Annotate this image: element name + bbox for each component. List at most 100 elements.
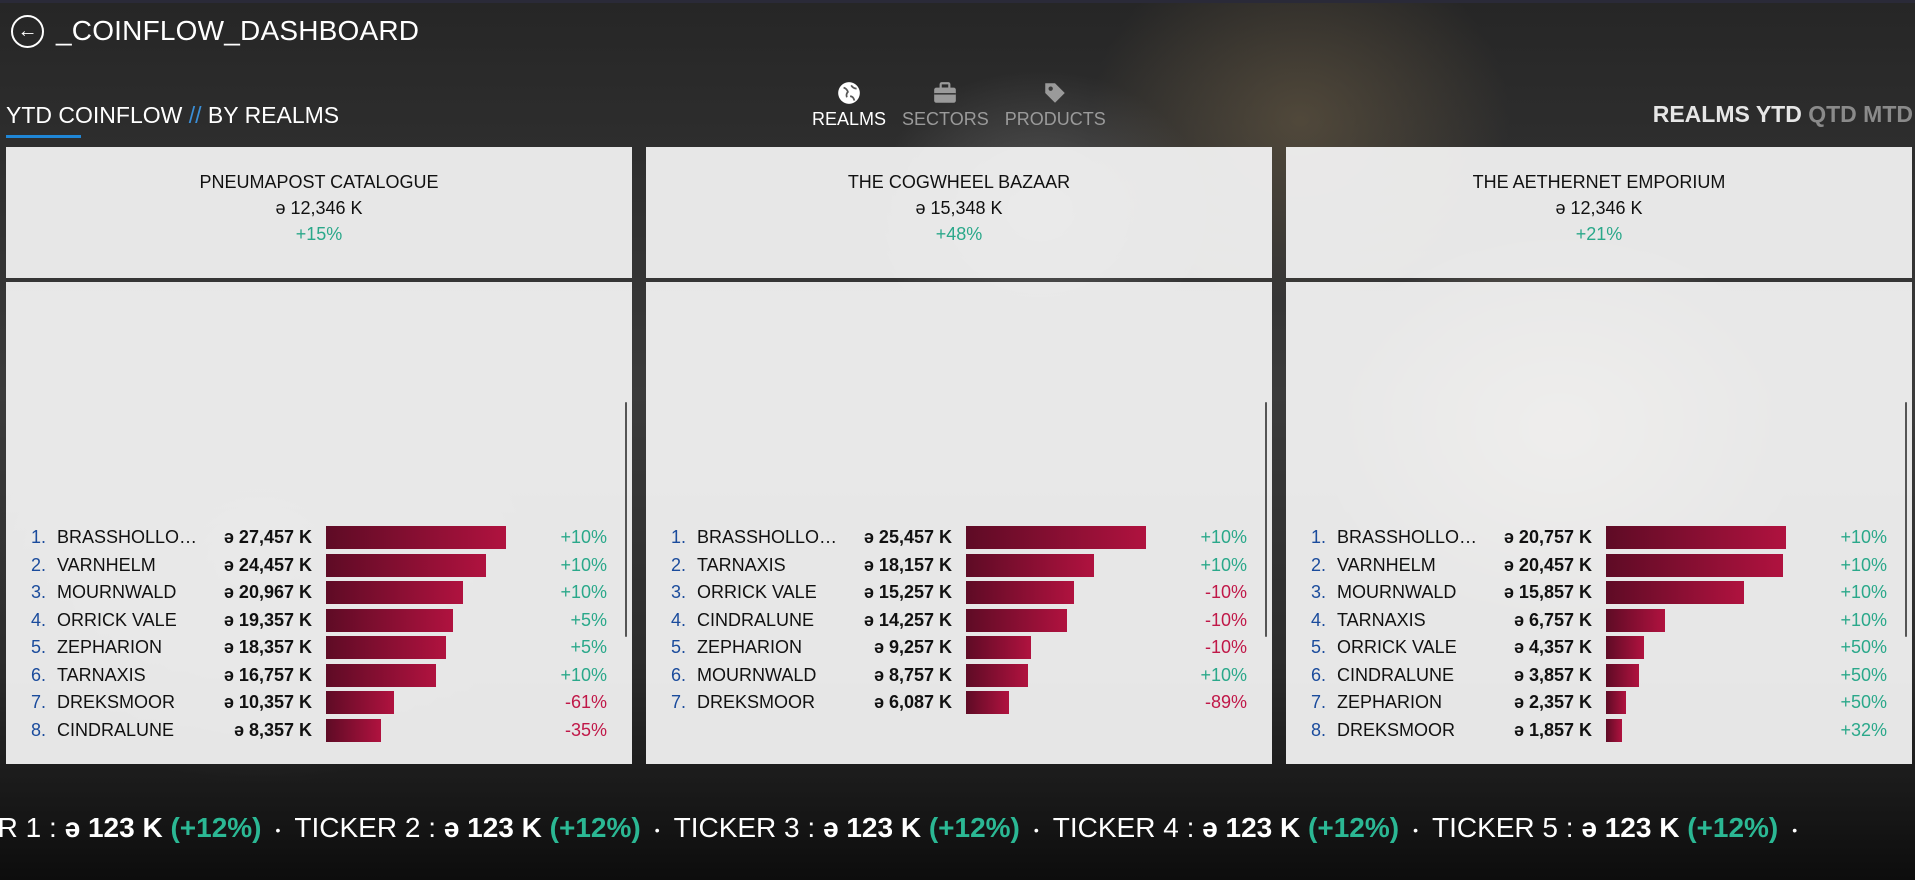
realm-panel: THE AETHERNET EMPORIUM ə 12,346 K +21% 1. BR…	[1286, 147, 1912, 764]
row-bar	[326, 664, 436, 687]
ranking-row[interactable]: 6. CINDRALUNE ə 3,857 K +50%	[1286, 663, 1912, 690]
arrow-left-icon: ←	[17, 20, 38, 42]
ranking-row[interactable]: 3. MOURNWALD ə 20,967 K +10%	[6, 580, 632, 607]
ranking-row[interactable]: 2. TARNAXIS ə 18,157 K +10%	[646, 553, 1272, 580]
tab-realms[interactable]: REALMS	[812, 80, 886, 130]
row-rank: 4.	[31, 610, 47, 630]
period-ytd[interactable]: YTD	[1755, 101, 1802, 127]
row-name: MOURNWALD	[1337, 582, 1457, 602]
row-rank: 2.	[671, 555, 687, 575]
panel-title: THE COGWHEEL BAZAAR	[847, 172, 1071, 192]
row-name: MOURNWALD	[57, 582, 177, 602]
ranking-row[interactable]: 3. MOURNWALD ə 15,857 K +10%	[1286, 580, 1912, 607]
row-change: -89%	[1204, 692, 1247, 712]
row-change: +50%	[1840, 665, 1887, 685]
row-bar	[966, 609, 1067, 632]
briefcase-icon	[934, 82, 957, 103]
row-name: CINDRALUNE	[697, 610, 815, 630]
ranking-row[interactable]: 3. ORRICK VALE ə 15,257 K -10%	[646, 580, 1272, 607]
ranking-row[interactable]: 5. ORRICK VALE ə 4,357 K +50%	[1286, 635, 1912, 662]
ranking-row[interactable]: 6. TARNAXIS ə 16,757 K +10%	[6, 663, 632, 690]
ticker-item: ER 1 : ə 123 K (+12%) •	[0, 812, 294, 844]
list-scrollbar[interactable]	[625, 402, 627, 637]
panel-title: PNEUMAPOST CATALOGUE	[199, 172, 439, 192]
period-selector: REALMS YTD QTD MTD	[1653, 101, 1913, 128]
ticker-item: TICKER 5 : ə 123 K (+12%) •	[1432, 812, 1811, 844]
panel-header[interactable]: THE COGWHEEL BAZAAR ə 15,348 K +48%	[646, 147, 1272, 278]
row-change: +50%	[1840, 692, 1887, 712]
row-value: ə 19,357 K	[223, 610, 312, 630]
list-scrollbar[interactable]	[1265, 402, 1267, 637]
subtitle-metric: YTD COINFLOW	[6, 102, 183, 128]
panel-ranking-list: 1. BRASSHOLLO… ə 27,457 K +10% 2. VARNHELM ə 2…	[6, 282, 632, 764]
row-name: DREKSMOOR	[57, 692, 176, 712]
panel-change: +21%	[1575, 224, 1623, 244]
top-edge-line	[0, 0, 1915, 3]
row-bar	[326, 719, 381, 742]
row-bar	[326, 581, 463, 604]
row-rank: 3.	[1311, 582, 1327, 602]
period-dimension-label: REALMS	[1652, 101, 1750, 127]
row-change: +10%	[560, 555, 607, 575]
row-name: CINDRALUNE	[1337, 665, 1455, 685]
ranking-row[interactable]: 4. CINDRALUNE ə 14,257 K -10%	[646, 608, 1272, 635]
row-rank: 1.	[31, 527, 47, 547]
list-scrollbar[interactable]	[1905, 402, 1907, 637]
row-bar	[966, 581, 1074, 604]
ranking-row[interactable]: 2. VARNHELM ə 24,457 K +10%	[6, 553, 632, 580]
panel-header[interactable]: PNEUMAPOST CATALOGUE ə 12,346 K +15%	[6, 147, 632, 278]
row-rank: 8.	[1311, 720, 1327, 740]
row-name: DREKSMOOR	[1337, 720, 1456, 740]
ranking-row[interactable]: 1. BRASSHOLLO… ə 20,757 K +10%	[1286, 525, 1912, 552]
row-bar	[326, 636, 446, 659]
row-value: ə 27,457 K	[223, 527, 312, 547]
row-change: -10%	[1204, 610, 1247, 630]
panel-ranking-list: 1. BRASSHOLLO… ə 20,757 K +10% 2. VARNHELM ə 2…	[1286, 282, 1912, 764]
ticker-change: (+12%)	[1308, 812, 1400, 843]
ticker-change: (+12%)	[928, 812, 1020, 843]
ticker-label: TICKER 3 :	[673, 812, 816, 843]
panel-total: ə 12,346 K	[275, 198, 363, 218]
ranking-row[interactable]: 7. DREKSMOOR ə 10,357 K -61%	[6, 690, 632, 717]
row-change: -10%	[1204, 637, 1247, 657]
row-bar	[1606, 554, 1783, 577]
row-change: +10%	[560, 527, 607, 547]
ranking-row[interactable]: 7. ZEPHARION ə 2,357 K +50%	[1286, 690, 1912, 717]
ticker-value: ə 123 K	[1202, 812, 1301, 843]
period-qtd[interactable]: QTD	[1808, 101, 1857, 127]
ranking-row[interactable]: 5. ZEPHARION ə 18,357 K +5%	[6, 635, 632, 662]
ranking-row[interactable]: 2. VARNHELM ə 20,457 K +10%	[1286, 553, 1912, 580]
ranking-row[interactable]: 8. DREKSMOOR ə 1,857 K +32%	[1286, 718, 1912, 745]
ranking-row[interactable]: 4. TARNAXIS ə 6,757 K +10%	[1286, 608, 1912, 635]
ticker-item: TICKER 2 : ə 123 K (+12%) •	[294, 812, 673, 844]
panel-header[interactable]: THE AETHERNET EMPORIUM ə 12,346 K +21%	[1286, 147, 1912, 278]
ranking-row[interactable]: 8. CINDRALUNE ə 8,357 K -35%	[6, 718, 632, 745]
ranking-row[interactable]: 1. BRASSHOLLO… ə 25,457 K +10%	[646, 525, 1272, 552]
back-button[interactable]: ←	[11, 15, 44, 48]
ticker-label: TICKER 2 :	[294, 812, 436, 843]
ticker-separator: •	[654, 821, 660, 838]
row-name: TARNAXIS	[697, 555, 786, 575]
row-rank: 3.	[31, 582, 47, 602]
ranking-row[interactable]: 7. DREKSMOOR ə 6,087 K -89%	[646, 690, 1272, 717]
ranking-row[interactable]: 4. ORRICK VALE ə 19,357 K +5%	[6, 608, 632, 635]
row-change: -35%	[564, 720, 607, 740]
ticker-value: ə 123 K	[443, 812, 542, 843]
ranking-row[interactable]: 6. MOURNWALD ə 8,757 K +10%	[646, 663, 1272, 690]
ranking-row[interactable]: 5. ZEPHARION ə 9,257 K -10%	[646, 635, 1272, 662]
tab-products[interactable]: PRODUCTS	[1005, 80, 1106, 130]
period-mtd[interactable]: MTD	[1863, 101, 1913, 127]
tab-sectors[interactable]: SECTORS	[902, 80, 989, 130]
panel-total: ə 15,348 K	[915, 198, 1003, 218]
row-bar	[966, 664, 1028, 687]
page-subtitle: YTD COINFLOW // BY REALMS	[6, 102, 339, 129]
row-rank: 1.	[671, 527, 687, 547]
row-change: +10%	[1840, 527, 1887, 547]
ranking-row[interactable]: 1. BRASSHOLLO… ə 27,457 K +10%	[6, 525, 632, 552]
row-change: +10%	[1840, 582, 1887, 602]
dimension-tabs: REALMS SECTORS PRODUCTS	[812, 80, 1122, 130]
row-bar	[1606, 719, 1622, 742]
ticker-item: TICKER 4 : ə 123 K (+12%) •	[1053, 812, 1432, 844]
row-value: ə 20,967 K	[223, 582, 312, 602]
row-value: ə 1,857 K	[1513, 720, 1592, 740]
